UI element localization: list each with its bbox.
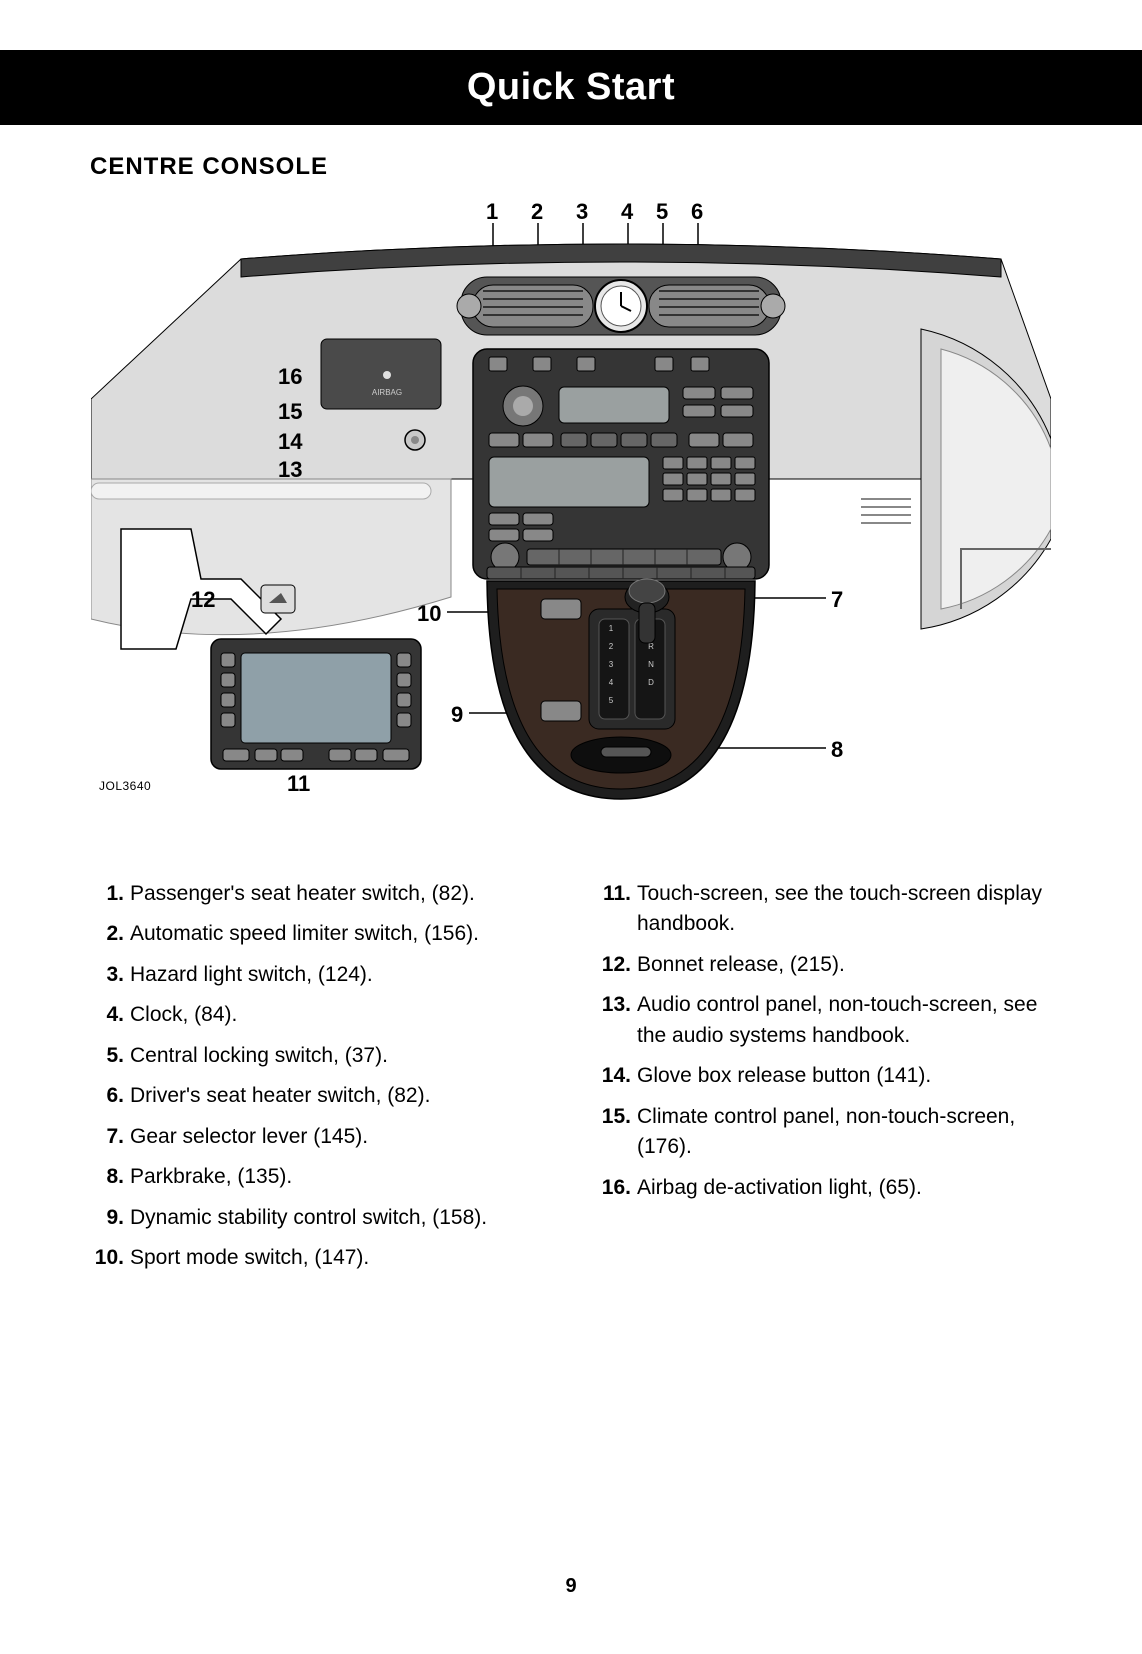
item-text: Sport mode switch, (147). [130, 1243, 541, 1273]
item-num: 1. [94, 879, 130, 909]
callout-5: 5 [656, 199, 668, 225]
item-text: Climate control panel, non-touch-screen,… [637, 1102, 1048, 1163]
list-item: 14.Glove box release button (141). [601, 1061, 1048, 1091]
right-vent [861, 499, 911, 523]
callout-16: 16 [278, 364, 302, 390]
item-text: Dynamic stability control switch, (158). [130, 1203, 541, 1233]
item-num: 5. [94, 1041, 130, 1071]
centre-console-diagram: 1 2 3 4 5 6 16 15 14 13 12 7 8 10 9 11 J… [91, 199, 1051, 849]
list-item: 12.Bonnet release, (215). [601, 950, 1048, 980]
list-item: 11.Touch-screen, see the touch-screen di… [601, 879, 1048, 940]
item-text: Glove box release button (141). [637, 1061, 1048, 1091]
list-item: 7.Gear selector lever (145). [94, 1122, 541, 1152]
item-num: 9. [94, 1203, 130, 1233]
callout-1: 1 [486, 199, 498, 225]
callout-9: 9 [451, 702, 463, 728]
sport-button-icon [541, 599, 581, 619]
callout-13: 13 [278, 457, 302, 483]
list-item: 9.Dynamic stability control switch, (158… [94, 1203, 541, 1233]
item-text: Touch-screen, see the touch-screen displ… [637, 879, 1048, 940]
list-item: 16.Airbag de-activation light, (65). [601, 1173, 1048, 1203]
legend-col-2: 11.Touch-screen, see the touch-screen di… [601, 879, 1048, 1283]
item-text: Clock, (84). [130, 1000, 541, 1030]
callout-11: 11 [287, 771, 310, 797]
svg-text:2: 2 [609, 642, 614, 651]
callout-12: 12 [191, 587, 215, 613]
list-item: 3.Hazard light switch, (124). [94, 960, 541, 990]
item-num: 10. [94, 1243, 130, 1273]
item-text: Airbag de-activation light, (65). [637, 1173, 1048, 1203]
callout-8: 8 [831, 737, 843, 763]
svg-text:N: N [648, 660, 654, 669]
legend-col-1: 1.Passenger's seat heater switch, (82). … [94, 879, 541, 1283]
legend-columns: 1.Passenger's seat heater switch, (82). … [90, 879, 1052, 1283]
list-item: 4.Clock, (84). [94, 1000, 541, 1030]
list-item: 1.Passenger's seat heater switch, (82). [94, 879, 541, 909]
airbag-panel: AIRBAG [321, 339, 441, 409]
list-item: 10.Sport mode switch, (147). [94, 1243, 541, 1273]
item-text: Passenger's seat heater switch, (82). [130, 879, 541, 909]
svg-text:5: 5 [609, 696, 614, 705]
centre-stack [473, 349, 769, 579]
list-item: 6.Driver's seat heater switch, (82). [94, 1081, 541, 1111]
item-num: 4. [94, 1000, 130, 1030]
item-num: 7. [94, 1122, 130, 1152]
list-item: 13.Audio control panel, non-touch-screen… [601, 990, 1048, 1051]
item-num: 2. [94, 919, 130, 949]
callout-14: 14 [278, 429, 302, 455]
callout-7: 7 [831, 587, 843, 613]
item-num: 15. [601, 1102, 637, 1132]
touchscreen-inset [211, 639, 421, 769]
item-text: Bonnet release, (215). [637, 950, 1048, 980]
console-svg: AIRBAG [91, 199, 1051, 849]
svg-text:D: D [648, 678, 654, 687]
page-number: 9 [0, 1575, 1142, 1598]
callout-2: 2 [531, 199, 543, 225]
page: Quick Start CENTRE CONSOLE 1 2 3 4 5 6 1… [0, 0, 1142, 1654]
svg-text:3: 3 [609, 660, 614, 669]
item-text: Driver's seat heater switch, (82). [130, 1081, 541, 1111]
list-item: 8.Parkbrake, (135). [94, 1162, 541, 1192]
item-text: Gear selector lever (145). [130, 1122, 541, 1152]
figure-code: JOL3640 [99, 779, 151, 793]
header-title: Quick Start [467, 66, 675, 108]
list-item: 5.Central locking switch, (37). [94, 1041, 541, 1071]
item-num: 3. [94, 960, 130, 990]
content: CENTRE CONSOLE 1 2 3 4 5 6 16 15 14 13 1… [0, 153, 1142, 1283]
item-text: Parkbrake, (135). [130, 1162, 541, 1192]
callout-15: 15 [278, 399, 302, 425]
section-title: CENTRE CONSOLE [90, 153, 1052, 181]
callout-4: 4 [621, 199, 633, 225]
item-num: 8. [94, 1162, 130, 1192]
item-text: Central locking switch, (37). [130, 1041, 541, 1071]
list-item: 2.Automatic speed limiter switch, (156). [94, 919, 541, 949]
item-num: 11. [601, 879, 637, 909]
callout-10: 10 [417, 601, 441, 627]
svg-text:1: 1 [609, 624, 614, 633]
item-text: Audio control panel, non-touch-screen, s… [637, 990, 1048, 1051]
item-num: 14. [601, 1061, 637, 1091]
item-num: 6. [94, 1081, 130, 1111]
item-num: 16. [601, 1173, 637, 1203]
airbag-light-icon [383, 371, 391, 379]
header-bar: Quick Start [0, 50, 1142, 125]
callout-3: 3 [576, 199, 588, 225]
item-num: 12. [601, 950, 637, 980]
list-item: 15.Climate control panel, non-touch-scre… [601, 1102, 1048, 1163]
airbag-label: AIRBAG [372, 388, 402, 397]
item-text: Hazard light switch, (124). [130, 960, 541, 990]
lower-console: 123 45 PRN D [487, 579, 755, 799]
dsc-button-icon [541, 701, 581, 721]
svg-text:4: 4 [609, 678, 614, 687]
item-text: Automatic speed limiter switch, (156). [130, 919, 541, 949]
item-num: 13. [601, 990, 637, 1020]
callout-6: 6 [691, 199, 703, 225]
